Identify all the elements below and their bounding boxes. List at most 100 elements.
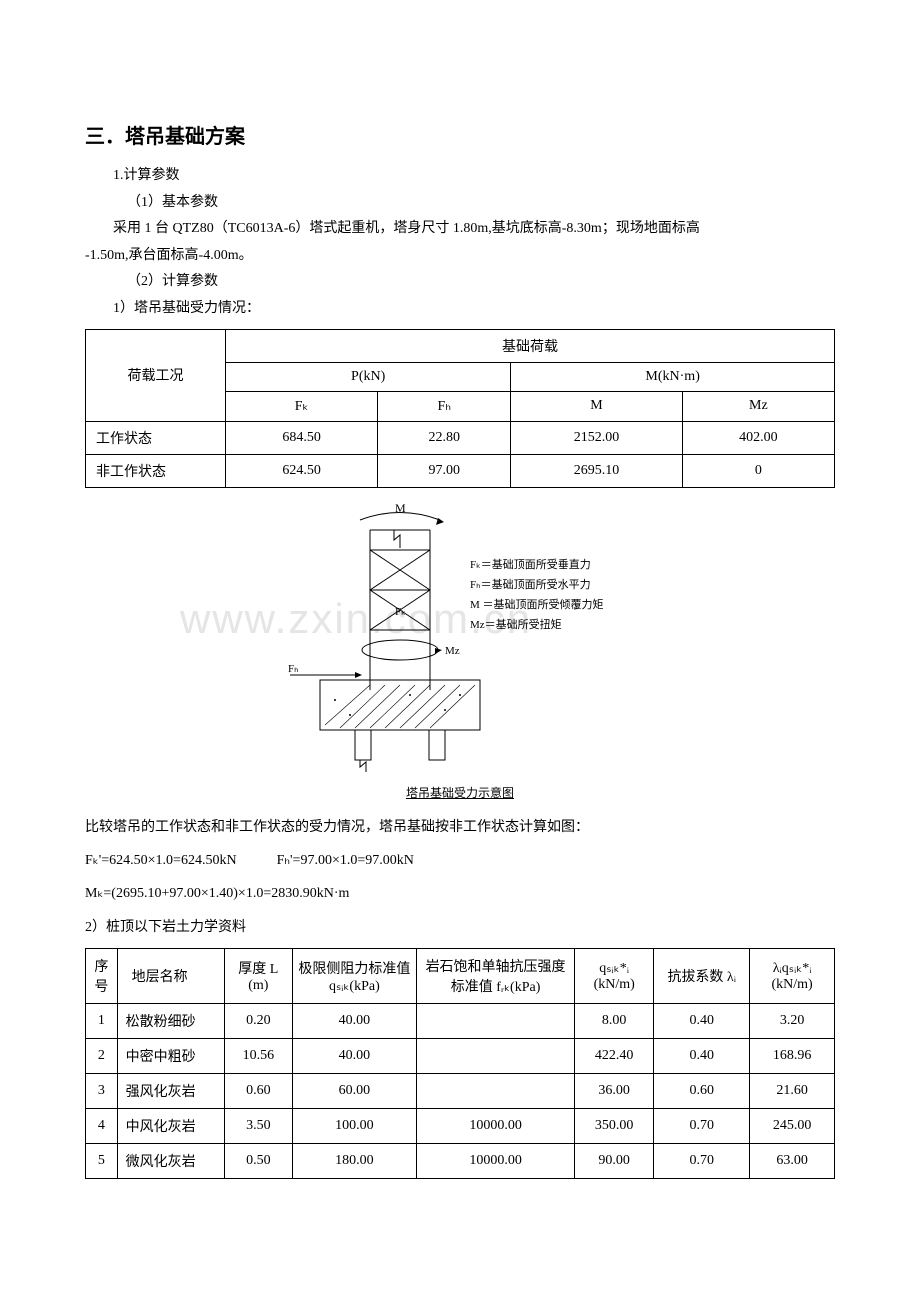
cell: 8.00 bbox=[575, 1004, 654, 1039]
cell: 21.60 bbox=[750, 1074, 835, 1109]
lbl-mz: Mz bbox=[445, 645, 460, 657]
para-force-heading: 1）塔吊基础受力情况： bbox=[85, 296, 835, 323]
cell: 402.00 bbox=[682, 421, 834, 454]
cell: 0.60 bbox=[224, 1074, 292, 1109]
th-fh: Fₕ bbox=[378, 391, 511, 421]
th-p: P(kN) bbox=[226, 362, 511, 391]
cell: 2 bbox=[86, 1039, 118, 1074]
th-mm: M bbox=[511, 391, 682, 421]
force-diagram: M Fₖ Mz Fₕ bbox=[270, 500, 650, 780]
cell: 3 bbox=[86, 1074, 118, 1109]
cell: 1 bbox=[86, 1004, 118, 1039]
cell: 60.00 bbox=[292, 1074, 416, 1109]
cell: 0.70 bbox=[654, 1144, 750, 1179]
cell: 10.56 bbox=[224, 1039, 292, 1074]
cell: 微风化灰岩 bbox=[117, 1144, 224, 1179]
th-thickness: 厚度 L (m) bbox=[224, 949, 292, 1004]
cell: 4 bbox=[86, 1109, 118, 1144]
table-row: 1 松散粉细砂 0.20 40.00 8.00 0.40 3.20 bbox=[86, 1004, 835, 1039]
cell: 97.00 bbox=[378, 454, 511, 487]
table-row: 4 中风化灰岩 3.50 100.00 10000.00 350.00 0.70… bbox=[86, 1109, 835, 1144]
th-loadcase: 荷载工况 bbox=[86, 329, 226, 421]
cell: 0.40 bbox=[654, 1039, 750, 1074]
soil-table: 序号 地层名称 厚度 L (m) 极限侧阻力标准值 qₛᵢₖ(kPa) 岩石饱和… bbox=[85, 948, 835, 1179]
para-soil-heading: 2）桩顶以下岩土力学资料 bbox=[85, 913, 835, 942]
cell: 40.00 bbox=[292, 1039, 416, 1074]
th-mz: Mz bbox=[682, 391, 834, 421]
table-row: 工作状态 684.50 22.80 2152.00 402.00 bbox=[86, 421, 835, 454]
formula-fk: Fₖ'=624.50×1.0=624.50kN bbox=[85, 846, 237, 875]
cell: 100.00 bbox=[292, 1109, 416, 1144]
formula-mk: Mₖ=(2695.10+97.00×1.40)×1.0=2830.90kN·m bbox=[85, 879, 835, 908]
cell: 5 bbox=[86, 1144, 118, 1179]
table-row: 非工作状态 624.50 97.00 2695.10 0 bbox=[86, 454, 835, 487]
cell: 350.00 bbox=[575, 1109, 654, 1144]
formula-row: Fₖ'=624.50×1.0=624.50kN Fₕ'=97.00×1.0=97… bbox=[85, 846, 835, 875]
cell: 中风化灰岩 bbox=[117, 1109, 224, 1144]
cell: 松散粉细砂 bbox=[117, 1004, 224, 1039]
th-lqsik: λᵢqₛᵢₖ*ᵢ (kN/m) bbox=[750, 949, 835, 1004]
cell: 168.96 bbox=[750, 1039, 835, 1074]
lbl-fk: Fₖ bbox=[395, 606, 406, 618]
cell bbox=[416, 1039, 574, 1074]
table-row: 3 强风化灰岩 0.60 60.00 36.00 0.60 21.60 bbox=[86, 1074, 835, 1109]
cell: 中密中粗砂 bbox=[117, 1039, 224, 1074]
th-fk: Fₖ bbox=[226, 391, 378, 421]
para-compare: 比较塔吊的工作状态和非工作状态的受力情况，塔吊基础按非工作状态计算如图： bbox=[85, 813, 835, 842]
heading-main: 三．塔吊基础方案 bbox=[85, 120, 835, 149]
th-m: M(kN·m) bbox=[511, 362, 835, 391]
th-lambda: 抗拔系数 λᵢ bbox=[654, 949, 750, 1004]
cell: 2695.10 bbox=[511, 454, 682, 487]
cell: 3.50 bbox=[224, 1109, 292, 1144]
cell bbox=[416, 1074, 574, 1109]
legend-1: Fₖ＝基础顶面所受垂直力 bbox=[470, 557, 591, 571]
cell: 684.50 bbox=[226, 421, 378, 454]
cell: 36.00 bbox=[575, 1074, 654, 1109]
para-desc-2: -1.50m,承台面标高-4.00m。 bbox=[85, 243, 835, 270]
th-layer: 地层名称 bbox=[117, 949, 224, 1004]
cell bbox=[416, 1004, 574, 1039]
table-row: 5 微风化灰岩 0.50 180.00 10000.00 90.00 0.70 … bbox=[86, 1144, 835, 1179]
th-seq: 序号 bbox=[86, 949, 118, 1004]
cell: 0.20 bbox=[224, 1004, 292, 1039]
th-qsiki: qₛᵢₖ*ᵢ (kN/m) bbox=[575, 949, 654, 1004]
cell: 22.80 bbox=[378, 421, 511, 454]
cell: 90.00 bbox=[575, 1144, 654, 1179]
cell: 10000.00 bbox=[416, 1109, 574, 1144]
load-table: 荷载工况 基础荷载 P(kN) M(kN·m) Fₖ Fₕ M Mz 工作状态 … bbox=[85, 329, 835, 488]
cell: 0 bbox=[682, 454, 834, 487]
cell: 245.00 bbox=[750, 1109, 835, 1144]
para-basic-params: （1）基本参数 bbox=[85, 190, 835, 217]
cell: 0.50 bbox=[224, 1144, 292, 1179]
cell: 10000.00 bbox=[416, 1144, 574, 1179]
para-desc-1: 采用 1 台 QTZ80（TC6013A-6）塔式起重机，塔身尺寸 1.80m,… bbox=[85, 216, 835, 243]
legend-4: Mz＝基础所受扭矩 bbox=[470, 617, 562, 631]
cell: 180.00 bbox=[292, 1144, 416, 1179]
page-content: 三．塔吊基础方案 1.计算参数 （1）基本参数 采用 1 台 QTZ80（TC6… bbox=[85, 120, 835, 1179]
para-calc-params: 1.计算参数 bbox=[85, 163, 835, 190]
diagram-container: M Fₖ Mz Fₕ bbox=[85, 500, 835, 780]
cell: 强风化灰岩 bbox=[117, 1074, 224, 1109]
cell: 0.40 bbox=[654, 1004, 750, 1039]
cell: 624.50 bbox=[226, 454, 378, 487]
cell: 3.20 bbox=[750, 1004, 835, 1039]
cell: 非工作状态 bbox=[86, 454, 226, 487]
th-qsik: 极限侧阻力标准值 qₛᵢₖ(kPa) bbox=[292, 949, 416, 1004]
para-calc-params-2: （2）计算参数 bbox=[85, 269, 835, 296]
lbl-fh: Fₕ bbox=[288, 663, 299, 675]
th-foundload: 基础荷载 bbox=[226, 329, 835, 362]
cell: 63.00 bbox=[750, 1144, 835, 1179]
cell: 工作状态 bbox=[86, 421, 226, 454]
legend-3: M ＝基础顶面所受倾覆力矩 bbox=[470, 598, 604, 611]
cell: 40.00 bbox=[292, 1004, 416, 1039]
legend-2: Fₕ＝基础顶面所受水平力 bbox=[470, 578, 591, 591]
cell: 0.70 bbox=[654, 1109, 750, 1144]
cell: 2152.00 bbox=[511, 421, 682, 454]
lbl-m: M bbox=[395, 501, 406, 515]
diagram-caption: 塔吊基础受力示意图 bbox=[85, 784, 835, 801]
table-row: 2 中密中粗砂 10.56 40.00 422.40 0.40 168.96 bbox=[86, 1039, 835, 1074]
cell: 0.60 bbox=[654, 1074, 750, 1109]
cell: 422.40 bbox=[575, 1039, 654, 1074]
th-frk: 岩石饱和单轴抗压强度标准值 fᵣₖ(kPa) bbox=[416, 949, 574, 1004]
formula-fh: Fₕ'=97.00×1.0=97.00kN bbox=[277, 846, 414, 875]
